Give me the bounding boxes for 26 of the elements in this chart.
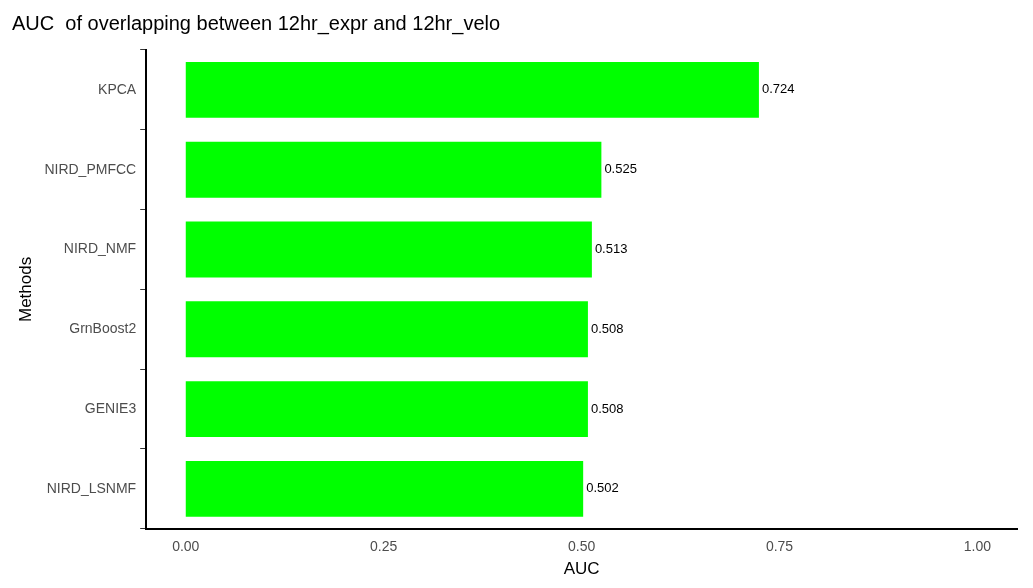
y-tick-label: KPCA xyxy=(98,80,137,97)
bar xyxy=(185,221,592,278)
data-label: 0.525 xyxy=(604,161,637,177)
x-tick-label: 0.50 xyxy=(567,538,596,555)
data-label: 0.502 xyxy=(586,480,619,496)
chart-title: AUC of overlapping between 12hr_expr and 12hr_velo xyxy=(12,11,501,35)
data-label: 0.508 xyxy=(590,320,624,336)
y-tick-label: NIRD_PMFCC xyxy=(44,160,137,177)
data-label: 0.724 xyxy=(761,81,795,97)
y-axis-title: Methods xyxy=(15,256,35,322)
bar xyxy=(185,61,759,118)
y-tick-label: NIRD_NMF xyxy=(63,240,137,257)
x-tick-label: 0.75 xyxy=(765,538,794,555)
data-label: 0.513 xyxy=(594,241,628,257)
y-tick-label: GrnBoost2 xyxy=(69,320,137,337)
bar xyxy=(185,301,588,358)
x-tick-label: 0.25 xyxy=(370,538,398,555)
bar xyxy=(185,381,588,438)
x-axis-title: AUC xyxy=(563,559,600,579)
data-label: 0.508 xyxy=(590,400,624,416)
y-tick-label: NIRD_LSNMF xyxy=(46,479,137,496)
x-tick-label: 1.00 xyxy=(963,538,992,555)
bar xyxy=(185,460,584,517)
y-tick-label: GENIE3 xyxy=(84,399,137,416)
x-tick-label: 0.00 xyxy=(172,538,200,555)
bar xyxy=(185,141,602,198)
